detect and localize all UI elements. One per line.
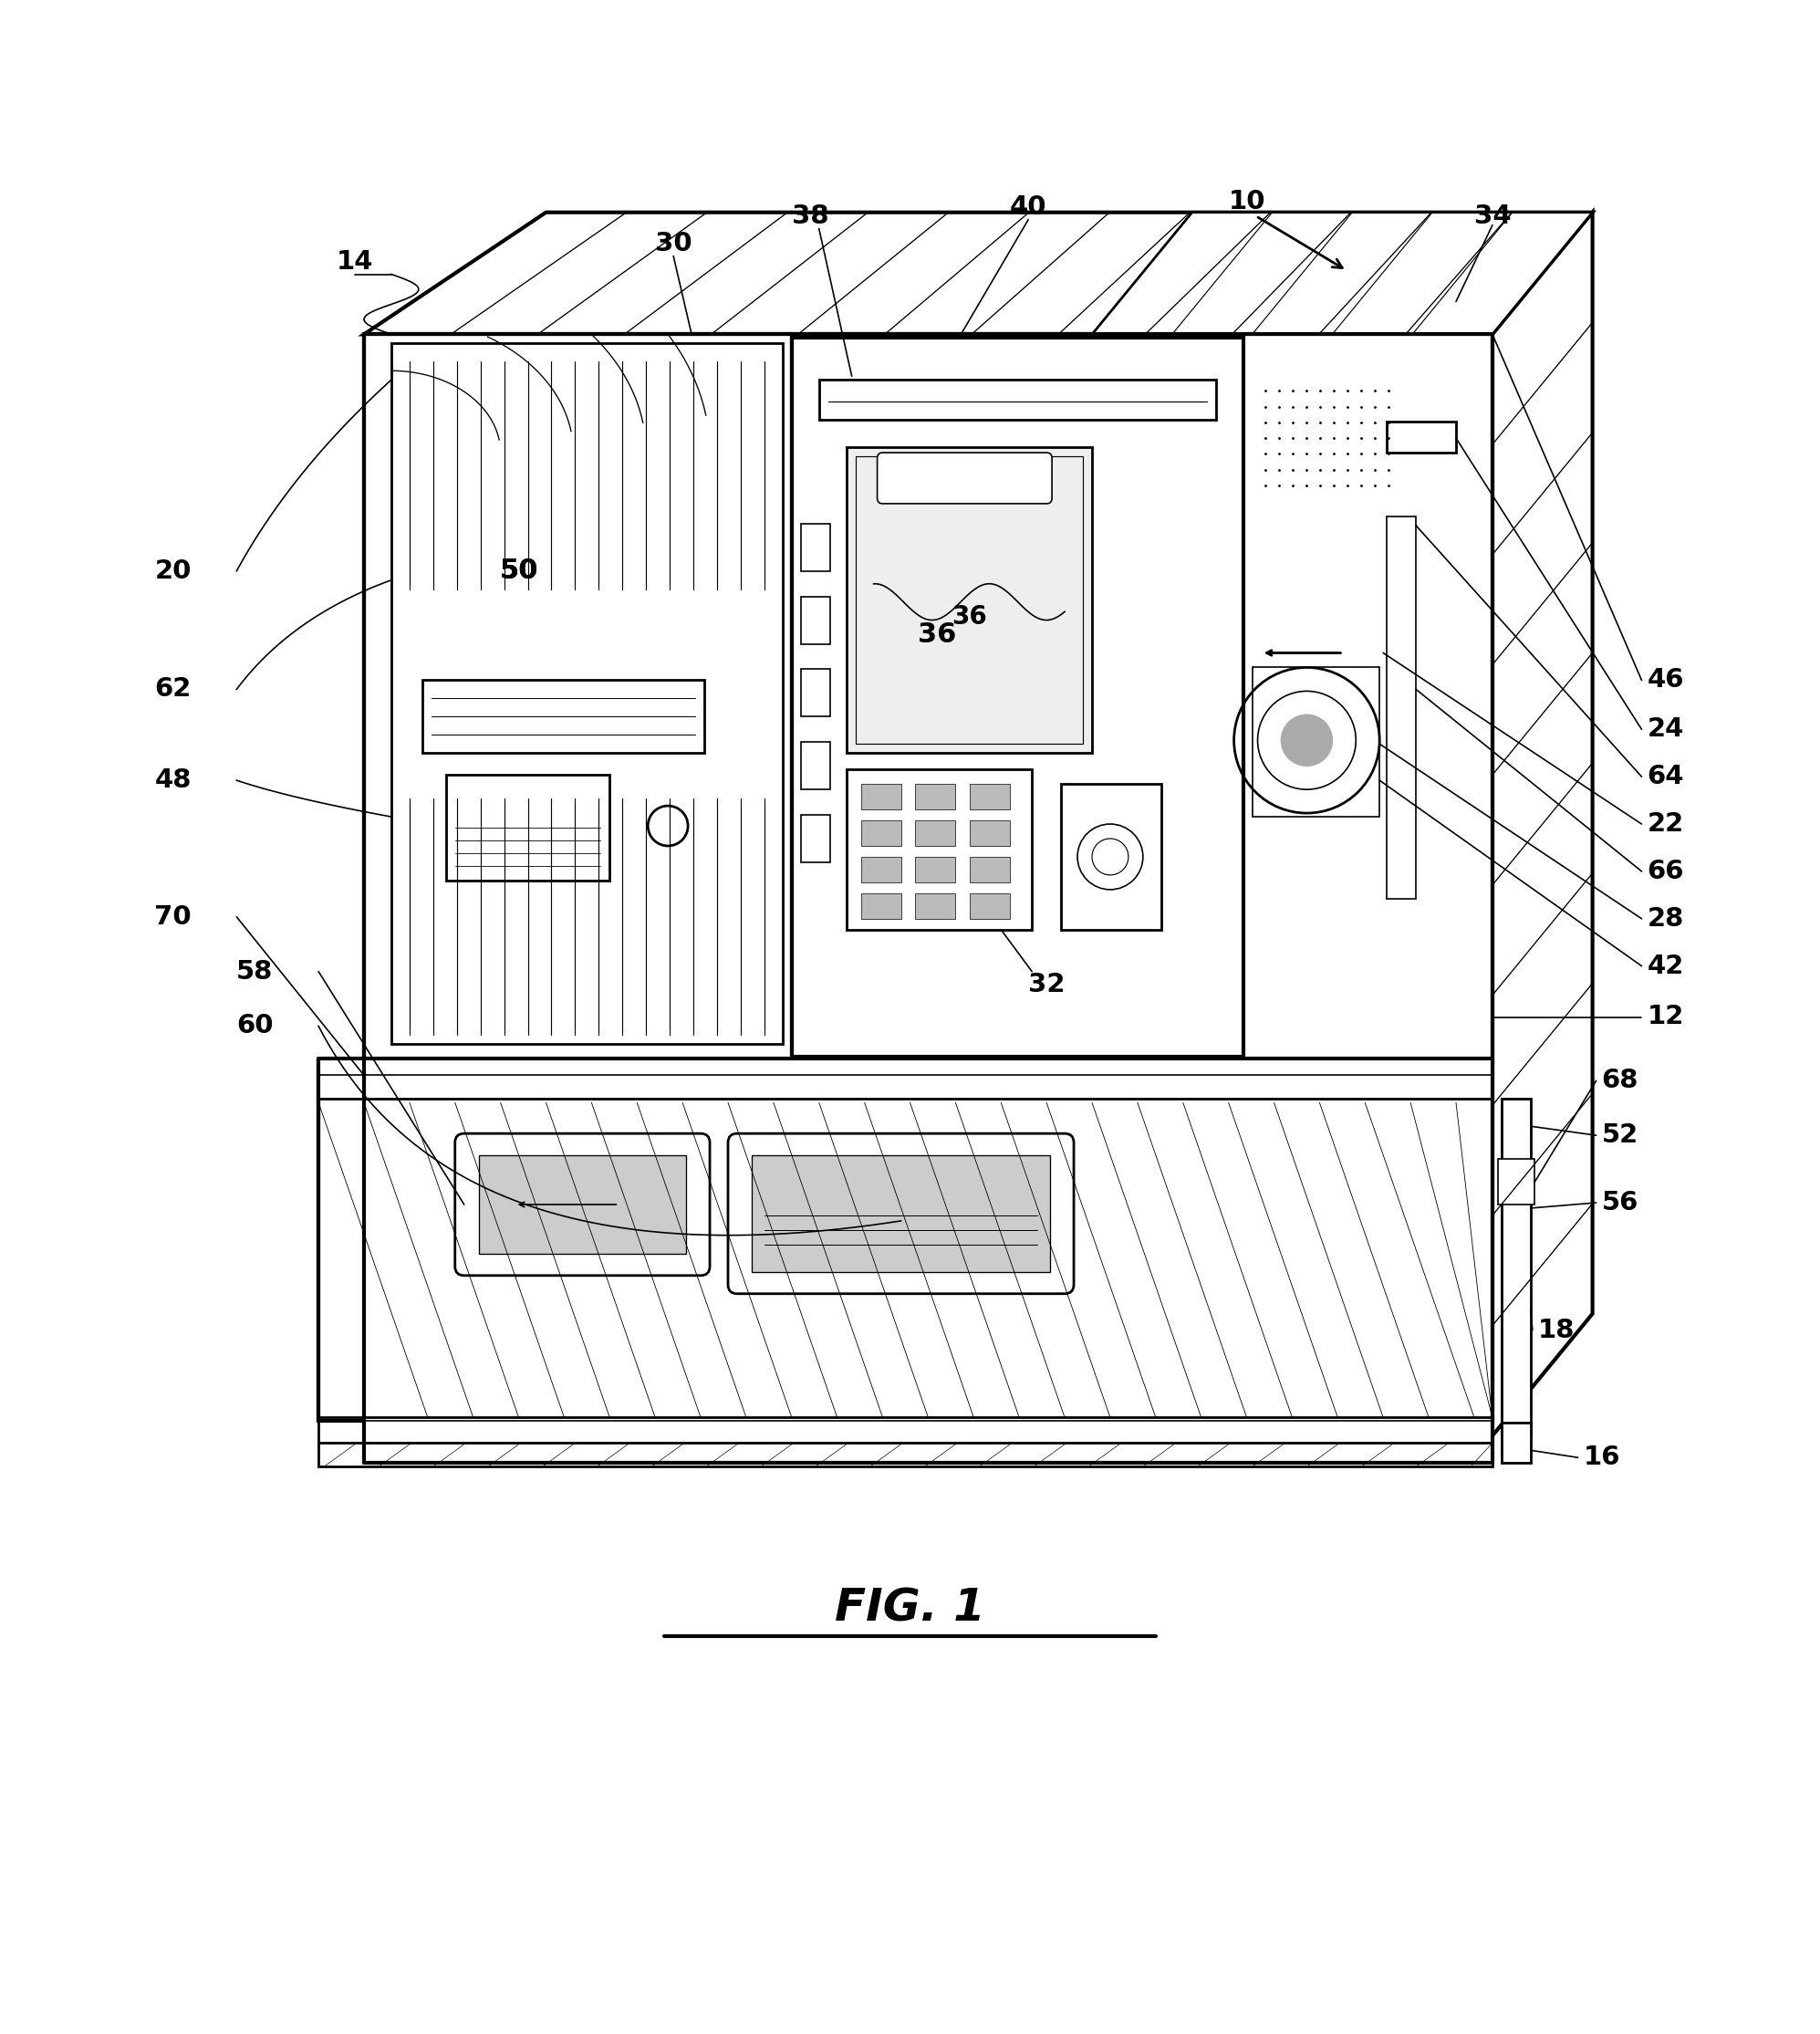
Text: 48: 48: [155, 767, 191, 793]
Bar: [364, 334, 1492, 1062]
Text: 12: 12: [1647, 1005, 1684, 1029]
Polygon shape: [1492, 212, 1592, 1436]
FancyBboxPatch shape: [455, 1133, 710, 1275]
Text: 28: 28: [1647, 905, 1684, 932]
Bar: [846, 769, 1032, 930]
Bar: [970, 893, 1010, 919]
Text: 20: 20: [155, 557, 191, 584]
Bar: [801, 596, 830, 645]
Text: 14: 14: [337, 248, 373, 275]
Text: 34: 34: [1474, 203, 1511, 228]
Text: 60: 60: [237, 1013, 273, 1039]
Bar: [318, 1442, 1492, 1467]
Text: 18: 18: [1538, 1318, 1574, 1342]
Bar: [1252, 667, 1380, 818]
Bar: [915, 893, 956, 919]
Text: 70: 70: [155, 903, 191, 930]
Text: 52: 52: [1602, 1123, 1638, 1147]
Bar: [446, 775, 610, 881]
Bar: [318, 1062, 1492, 1422]
Bar: [970, 856, 1010, 883]
Text: 68: 68: [1602, 1068, 1638, 1094]
Bar: [1387, 517, 1416, 899]
FancyBboxPatch shape: [728, 1133, 1074, 1294]
Bar: [1502, 1424, 1531, 1462]
Bar: [479, 1155, 686, 1253]
Text: 36: 36: [952, 604, 986, 629]
Text: 32: 32: [1028, 972, 1065, 997]
Circle shape: [1281, 714, 1332, 765]
Bar: [861, 856, 901, 883]
Bar: [819, 380, 1216, 419]
Text: 50: 50: [499, 557, 539, 584]
Bar: [422, 679, 704, 753]
Bar: [855, 456, 1083, 744]
Bar: [801, 742, 830, 789]
Bar: [970, 783, 1010, 810]
Text: 16: 16: [1583, 1444, 1620, 1471]
Text: 66: 66: [1647, 858, 1684, 885]
Text: 30: 30: [655, 230, 692, 256]
Text: 56: 56: [1602, 1190, 1638, 1216]
Bar: [792, 338, 1243, 1058]
Bar: [915, 820, 956, 846]
Bar: [1387, 421, 1456, 454]
Bar: [801, 669, 830, 716]
Bar: [1498, 1159, 1534, 1204]
Text: 64: 64: [1647, 765, 1684, 789]
FancyBboxPatch shape: [877, 454, 1052, 504]
Text: 38: 38: [792, 203, 828, 228]
Bar: [915, 856, 956, 883]
Bar: [318, 1418, 1492, 1444]
Bar: [391, 344, 783, 1043]
Text: 42: 42: [1647, 954, 1684, 978]
Text: FIG. 1: FIG. 1: [835, 1587, 985, 1631]
Text: 62: 62: [155, 677, 191, 702]
Bar: [318, 1060, 1492, 1098]
Text: 40: 40: [1010, 193, 1046, 220]
Bar: [1502, 1098, 1531, 1436]
Bar: [1061, 783, 1161, 930]
Text: 46: 46: [1647, 667, 1684, 694]
Bar: [861, 893, 901, 919]
Text: 22: 22: [1647, 812, 1684, 836]
Bar: [970, 820, 1010, 846]
Bar: [861, 783, 901, 810]
Text: 24: 24: [1647, 716, 1684, 742]
Text: 50: 50: [499, 557, 539, 584]
Text: 10: 10: [1228, 189, 1265, 214]
Text: 36: 36: [917, 622, 957, 649]
Bar: [861, 820, 901, 846]
Text: 58: 58: [237, 958, 273, 984]
Bar: [915, 783, 956, 810]
Bar: [752, 1155, 1050, 1271]
Bar: [801, 816, 830, 862]
Polygon shape: [364, 212, 1592, 334]
Polygon shape: [1092, 212, 1592, 334]
Bar: [846, 447, 1092, 753]
Bar: [801, 523, 830, 572]
